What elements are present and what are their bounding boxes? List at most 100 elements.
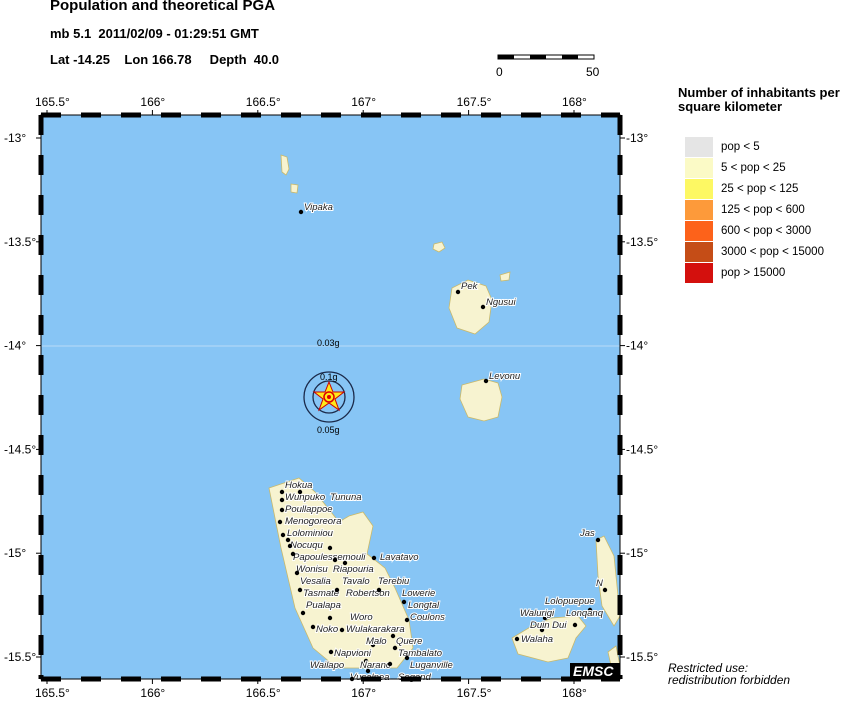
legend-label: 600 < pop < 3000	[721, 224, 812, 237]
place-vesalia: Vesalia	[294, 570, 332, 588]
place-name: Luganville	[410, 660, 453, 671]
place-name: Levonu	[489, 371, 521, 382]
lat-tick-left: -14.5°	[4, 442, 36, 456]
place-marker	[328, 649, 334, 655]
pga-contour-0.05g	[303, 371, 355, 423]
place-marker	[455, 289, 461, 295]
pga-label-0.05g: 0.05g	[317, 425, 340, 435]
place-marker	[404, 617, 410, 623]
place-name: Lolominiou	[287, 528, 334, 539]
place-name: Tununa	[330, 492, 362, 503]
legend-item: 3000 < pop < 15000	[685, 241, 842, 262]
svg-text:EMSC: EMSC	[573, 663, 614, 679]
place-hokua: Hokua	[279, 479, 313, 495]
lat-tick-right: -13°	[626, 131, 648, 145]
scale-label-50: 50	[586, 65, 600, 79]
place-marker	[327, 615, 333, 621]
place-terebiu: Terebiu	[342, 560, 411, 588]
place-marker	[401, 599, 407, 605]
lat-tick-left: -15.5°	[4, 650, 36, 664]
lon-tick-bottom: 166°	[140, 686, 165, 700]
lat-tick-left: -14°	[4, 339, 26, 353]
place-name: Wonisu	[296, 564, 328, 575]
place-name: Walaha	[521, 634, 553, 645]
lon-tick-top: 166.5°	[246, 95, 281, 109]
place-marker	[595, 537, 601, 543]
place-name: Nocuqu	[290, 540, 323, 551]
legend-item: pop < 5	[685, 136, 842, 157]
legend-item: 5 < pop < 25	[685, 157, 842, 178]
place-lowerie: Lowerie	[376, 587, 436, 600]
place-levonu: Levonu	[483, 370, 522, 384]
event-info: mb 5.1 2011/02/09 - 01:29:51 GMT	[50, 26, 259, 41]
lat-tick-right: -14.5°	[626, 442, 658, 456]
place-marker	[332, 557, 338, 563]
place-walurigi: Walurigi	[519, 607, 556, 621]
place-marker	[277, 519, 283, 525]
place-lonqanq: Lonqanq	[565, 607, 605, 628]
place-pualapa: Pualapa	[300, 599, 342, 616]
place-wulakarakara: Wulakarakara	[339, 623, 406, 636]
place-marker	[334, 587, 340, 593]
pga-label-0.1g: 0.1g	[320, 372, 338, 382]
place-name: Pualapa	[306, 600, 341, 611]
place-tavalo: Tavalo	[332, 557, 371, 588]
pga-label-0.03g: 0.03g	[317, 338, 340, 348]
place-name: Coulons	[410, 612, 445, 623]
legend-label: 5 < pop < 25	[721, 161, 786, 174]
place-poullappoe: Poullappoe	[279, 503, 334, 516]
place-name: Terebiu	[378, 576, 410, 587]
legend-item: pop > 15000	[685, 262, 842, 283]
place-name: Jas	[579, 528, 595, 539]
place-marker	[294, 570, 300, 576]
scale-bar: 0 50	[496, 54, 600, 79]
place-wailapo: Wailapo	[309, 659, 355, 682]
place-nocuqu: Nocuqu	[285, 537, 324, 552]
place-name: Tambalato	[398, 648, 442, 659]
legend-swatch	[685, 220, 713, 241]
lon-tick-top: 167.5°	[457, 95, 492, 109]
place-longtal: Longtal	[401, 599, 441, 612]
place-malo: Malo	[365, 635, 388, 648]
place-name: Longtal	[408, 600, 440, 611]
axis-ticks: 165.5° 165.5° 166° 166° 166.5° 166.5° 167° 167°…	[4, 95, 658, 700]
lon-tick-bottom: 167.5°	[457, 686, 492, 700]
lon-tick-top: 168°	[562, 95, 587, 109]
place-naranc: Naranc	[359, 658, 392, 672]
place-marker	[342, 560, 348, 566]
legend-swatch	[685, 157, 713, 178]
place-marker	[290, 551, 296, 557]
place-quere: Quere	[390, 633, 423, 648]
place-name: Quere	[396, 636, 422, 647]
lat-tick-right: -15.5°	[626, 650, 658, 664]
legend-label: 25 < pop < 125	[721, 182, 799, 195]
place-name: Vesalia	[300, 576, 331, 587]
place-vipaka: Vipaka	[298, 201, 334, 215]
place-coulons: Coulons	[404, 611, 446, 624]
place-name: Malo	[366, 636, 387, 647]
place-marker	[371, 555, 377, 561]
lat-tick-right: -13.5°	[626, 235, 658, 249]
place-name: Noko	[316, 624, 338, 635]
place-marker	[298, 209, 304, 215]
place-marker	[370, 642, 376, 648]
place-marker	[539, 627, 545, 633]
place-marker	[339, 627, 345, 633]
place-name: Tavalo	[342, 576, 370, 587]
place-napvioni: Napvioni	[328, 647, 373, 660]
place-marker	[602, 587, 608, 593]
place-ngusui: Ngusui	[480, 296, 517, 310]
lon-tick-top: 167°	[351, 95, 376, 109]
place-name: Lolopuepue	[545, 596, 595, 607]
place-marker	[297, 489, 303, 495]
page-title: Population and theoretical PGA	[50, 0, 276, 14]
map-frame	[38, 112, 623, 682]
place-name: Wunpuko	[285, 492, 325, 503]
place-name: Napvioni	[334, 648, 372, 659]
place-duin-dui: Duin Dui	[529, 619, 568, 633]
place-tununa: Tununa	[297, 489, 363, 504]
legend-label: pop < 5	[721, 140, 760, 153]
place-name: Ngusui	[486, 297, 516, 308]
place-menogoreora: Menogoreora	[277, 515, 343, 528]
